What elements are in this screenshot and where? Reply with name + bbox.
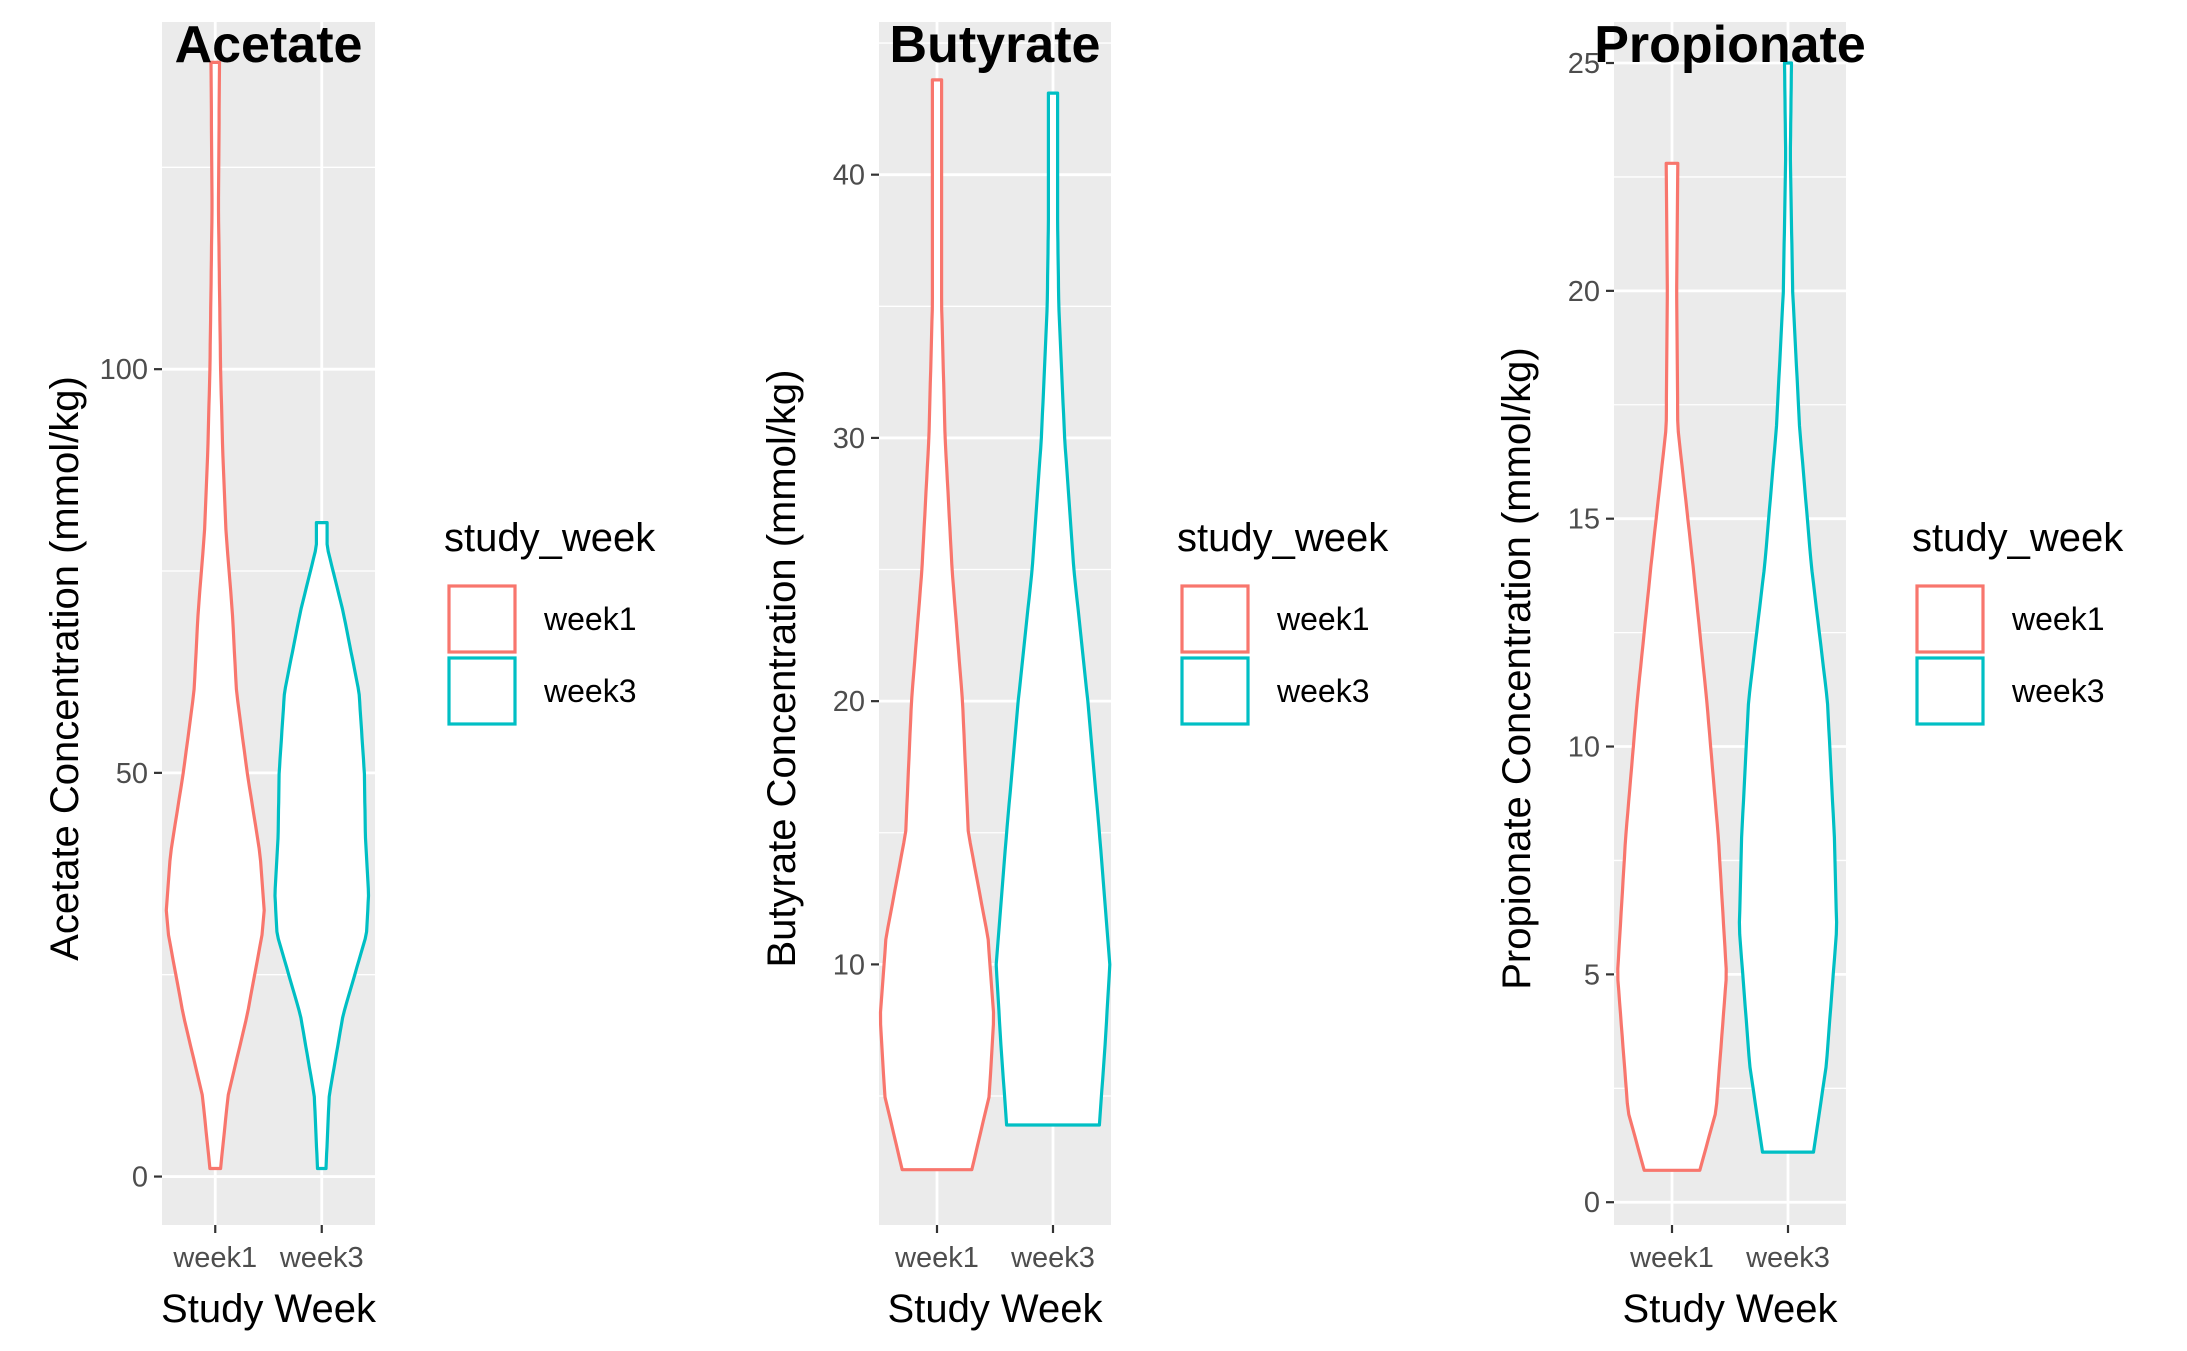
legend-key-week3 <box>1915 656 1985 726</box>
x-axis-label: Study Week <box>888 1287 1104 1331</box>
x-axis-label: Study Week <box>1623 1287 1839 1331</box>
legend: study_week week1 week3 <box>1177 516 1389 726</box>
x-tick-label: week3 <box>1745 1242 1830 1274</box>
violin-week3 <box>994 91 1112 1127</box>
y-tick-label: 0 <box>1584 1187 1600 1219</box>
x-axis-label: Study Week <box>161 1287 377 1331</box>
y-axis-label: Propionate Concentration (mmol/kg) <box>1495 347 1539 990</box>
legend-label: week3 <box>2011 673 2105 709</box>
y-tick-label: 0 <box>132 1162 148 1194</box>
y-tick-label: 10 <box>1568 732 1600 764</box>
legend-key-week1 <box>1915 584 1985 654</box>
y-tick-label: 10 <box>833 949 865 981</box>
legend-title: study_week <box>444 516 656 560</box>
y-tick-label: 50 <box>116 758 148 790</box>
legend-key-week3 <box>1180 656 1250 726</box>
y-axis-label: Acetate Concentration (mmol/kg) <box>43 376 87 961</box>
violin-week1 <box>878 78 996 1172</box>
y-axis-label: Butyrate Concentration (mmol/kg) <box>760 369 804 967</box>
chart-panel-acetate: 0 50 100 week1 week3 Acetate Study Week Acetate… <box>43 16 656 1331</box>
y-tick-label: 30 <box>833 423 865 455</box>
legend-label: week3 <box>543 673 637 709</box>
y-tick-label: 40 <box>833 160 865 192</box>
x-tick-label: week3 <box>1010 1242 1095 1274</box>
legend: study_week week1 week3 <box>1912 516 2124 726</box>
legend-title: study_week <box>1177 516 1389 560</box>
chart-title: Butyrate <box>890 16 1101 74</box>
violin-week3 <box>273 521 371 1171</box>
y-tick-label: 20 <box>1568 276 1600 308</box>
x-tick-label: week1 <box>894 1242 979 1274</box>
legend-key-week1 <box>1180 584 1250 654</box>
y-tick-label: 5 <box>1584 959 1600 991</box>
legend-label: week1 <box>2011 601 2105 637</box>
legend-key-week1 <box>447 584 517 654</box>
y-tick-label: 20 <box>833 686 865 718</box>
x-tick-label: week1 <box>172 1242 257 1274</box>
chart-panel-butyrate: 10 20 30 40 week1 week3 Butyrate Study Week Buty… <box>760 16 1389 1331</box>
chart-title: Acetate <box>175 16 363 74</box>
legend-title: study_week <box>1912 516 2124 560</box>
x-tick-label: week1 <box>1629 1242 1714 1274</box>
legend-key-week3 <box>447 656 517 726</box>
violin-week1 <box>164 60 266 1171</box>
chart-panel-propionate: 0 5 10 15 20 25 week1 week3 Propionate Study Week… <box>1495 16 2124 1331</box>
y-tick-label: 100 <box>100 354 148 386</box>
violin-week3 <box>1737 61 1839 1154</box>
legend-label: week1 <box>543 601 637 637</box>
violin-week1 <box>1616 161 1728 1172</box>
y-tick-label: 25 <box>1568 48 1600 80</box>
chart-title: Propionate <box>1594 16 1866 74</box>
y-tick-label: 15 <box>1568 504 1600 536</box>
legend: study_week week1 week3 <box>444 516 656 726</box>
legend-label: week3 <box>1276 673 1370 709</box>
legend-label: week1 <box>1276 601 1370 637</box>
x-tick-label: week3 <box>279 1242 364 1274</box>
